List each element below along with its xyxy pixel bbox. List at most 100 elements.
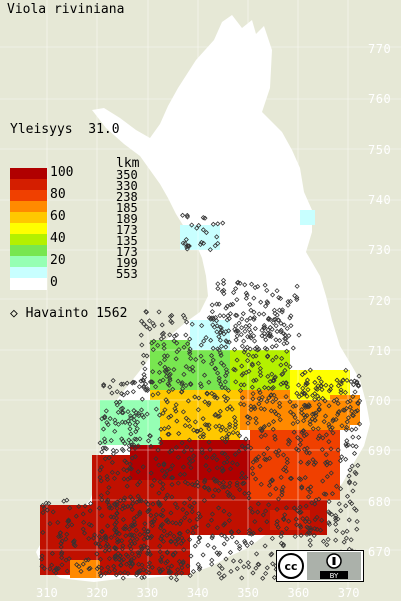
- observation-diamond: [156, 462, 162, 468]
- observation-diamond: [209, 309, 215, 315]
- observation-diamond: [261, 325, 267, 331]
- observation-diamond: [180, 559, 186, 565]
- observation-diamond: [113, 572, 119, 578]
- observation-diamond: [222, 533, 228, 539]
- observation-diamond: [137, 532, 143, 538]
- observation-diamond: [188, 447, 195, 453]
- observation-diamond: [334, 396, 340, 403]
- observation-diamond: [185, 563, 191, 569]
- observation-diamond: [78, 568, 84, 574]
- observation-diamond: [230, 495, 236, 501]
- observation-diamond: [192, 419, 198, 425]
- observation-diamond: [157, 567, 163, 574]
- legend-swatch: [10, 223, 47, 235]
- observation-diamond: [261, 322, 267, 329]
- observation-diamond: [253, 353, 259, 359]
- observation-diamond: [208, 337, 214, 343]
- observation-diamond: [115, 551, 121, 557]
- northing-label: 690: [368, 444, 392, 459]
- observation-diamond: [346, 473, 352, 479]
- observation-diamond: [145, 550, 151, 556]
- observation-diamond: [49, 550, 55, 557]
- observation-diamond: [109, 459, 115, 466]
- observation-diamond: [264, 299, 270, 305]
- observation-diamond: [298, 476, 304, 483]
- observation-diamond: [211, 476, 217, 482]
- observation-diamond: [290, 411, 297, 418]
- observation-diamond: [262, 456, 268, 462]
- observation-diamond: [345, 415, 352, 421]
- observation-diamond: [179, 570, 185, 576]
- observation-diamond: [242, 282, 248, 288]
- observation-diamond: [214, 329, 220, 335]
- observation-diamond: [188, 553, 194, 559]
- observation-diamond: [143, 324, 150, 330]
- legend-value: 20: [50, 253, 66, 268]
- observation-diamond: [169, 482, 175, 488]
- observation-diamond: [307, 418, 313, 425]
- easting-label: 320: [86, 586, 108, 600]
- observation-diamond: [163, 495, 169, 502]
- observation-diamond: [150, 347, 156, 353]
- observation-markers: [39, 212, 363, 583]
- observation-diamond: [260, 512, 266, 518]
- observation-diamond: [158, 522, 164, 529]
- observation-diamond: [181, 471, 188, 477]
- observation-diamond: [355, 400, 361, 407]
- observation-diamond: [118, 406, 124, 412]
- observation-diamond: [181, 547, 187, 553]
- observation-diamond: [200, 227, 206, 233]
- observation-diamond: [266, 482, 273, 489]
- observation-diamond: [323, 382, 329, 388]
- observation-legend: ◇ Havainto 1562: [10, 306, 128, 321]
- observation-diamond: [128, 546, 134, 552]
- observation-diamond: [283, 394, 289, 400]
- observation-diamond: [258, 405, 264, 412]
- observation-diamond: [215, 505, 222, 511]
- observation-diamond: [354, 379, 360, 385]
- observation-diamond: [248, 335, 254, 341]
- observation-diamond: [264, 346, 270, 352]
- observation-diamond: [330, 430, 336, 436]
- observation-diamond: [310, 392, 316, 398]
- observation-diamond: [160, 507, 166, 513]
- observation-diamond: [168, 539, 174, 545]
- observation-diamond: [180, 212, 186, 218]
- observation-diamond: [117, 498, 123, 504]
- observation-diamond: [294, 296, 300, 303]
- observation-diamond: [261, 311, 267, 317]
- observation-diamond: [180, 409, 187, 415]
- observation-diamond: [256, 387, 262, 393]
- observation-diamond: [175, 454, 181, 460]
- observation-diamond: [166, 388, 172, 395]
- observation-diamond: [147, 433, 153, 439]
- observation-diamond: [201, 497, 207, 504]
- observation-diamond: [208, 315, 214, 321]
- observation-diamond: [189, 222, 195, 228]
- observation-diamond: [258, 299, 264, 305]
- observation-diamond: [227, 311, 233, 317]
- observation-diamond: [198, 427, 204, 433]
- observation-diamond: [225, 387, 232, 393]
- observation-diamond: [111, 514, 117, 520]
- observation-diamond: [168, 538, 174, 544]
- observation-diamond: [307, 489, 314, 495]
- observation-diamond: [173, 577, 180, 583]
- observation-diamond: [132, 436, 138, 442]
- observation-diamond: [345, 399, 351, 405]
- observation-diamond: [209, 533, 216, 539]
- observation-diamond: [258, 397, 264, 403]
- observation-diamond: [195, 407, 201, 413]
- legend-value: 40: [50, 231, 66, 246]
- observation-diamond: [51, 568, 57, 574]
- observation-diamond: [87, 508, 93, 514]
- observation-diamond: [265, 330, 271, 337]
- observation-diamond: [353, 409, 359, 415]
- observation-diamond: [342, 407, 348, 413]
- observation-diamond: [240, 395, 246, 401]
- observation-diamond: [189, 504, 195, 510]
- observation-diamond: [66, 556, 72, 562]
- observation-diamond: [168, 575, 174, 581]
- observation-diamond: [279, 487, 285, 493]
- observation-diamond: [219, 566, 225, 572]
